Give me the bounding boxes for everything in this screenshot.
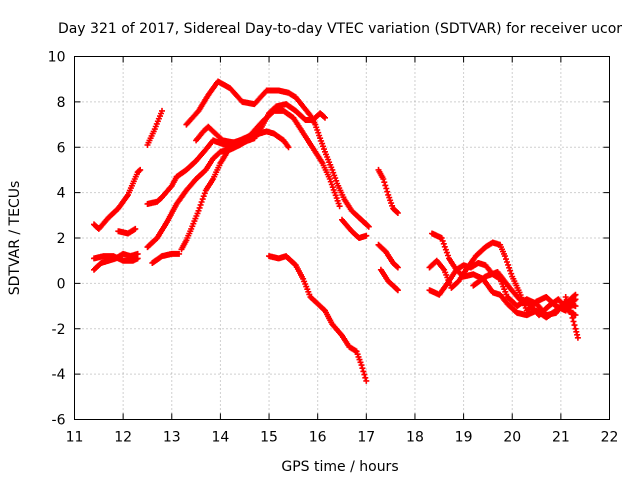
data-points — [91, 78, 581, 384]
series-track-4 — [91, 253, 141, 264]
series-track-21 — [562, 294, 581, 341]
point-markers — [91, 253, 141, 264]
series-track-20 — [470, 269, 579, 319]
x-tick-label: 12 — [114, 430, 132, 446]
point-markers — [115, 225, 139, 237]
point-markers — [375, 241, 401, 271]
x-tick-label: 19 — [455, 430, 473, 446]
point-markers — [193, 107, 343, 210]
y-axis-label: SDTVAR / TECUs — [7, 181, 23, 296]
point-markers — [91, 166, 144, 232]
point-markers — [178, 101, 328, 253]
series-track-11 — [193, 107, 343, 210]
x-tick-label: 11 — [66, 430, 84, 446]
plot-frame — [74, 56, 610, 420]
point-markers — [183, 78, 372, 230]
series-track-1 — [91, 166, 144, 232]
series-track-9 — [178, 101, 328, 253]
x-tick-label: 16 — [309, 430, 327, 446]
x-tick-label: 22 — [601, 430, 619, 446]
series-track-2 — [144, 107, 165, 148]
series-track-12 — [266, 253, 370, 384]
tick-labels: 11 12 13 14 15 16 17 18 19 20 21 22 -6 -4 -2 0 2 4 6 8 10 — [48, 50, 619, 446]
series-track-7 — [144, 137, 251, 251]
x-tick-label: 14 — [211, 430, 229, 446]
x-tick-label: 18 — [406, 430, 424, 446]
point-markers — [377, 266, 401, 294]
chart-title: Day 321 of 2017, Sidereal Day-to-day VTE… — [58, 21, 622, 37]
x-tick-label: 21 — [552, 430, 570, 446]
point-markers — [144, 107, 165, 148]
series-track-5 — [115, 225, 139, 237]
point-markers — [266, 253, 370, 384]
y-tick-label: 2 — [57, 231, 66, 247]
point-markers — [470, 269, 579, 319]
y-tick-label: 0 — [57, 276, 66, 292]
point-markers — [339, 216, 370, 241]
y-tick-label: 6 — [57, 140, 66, 156]
point-markers — [144, 137, 251, 251]
y-tick-label: -2 — [52, 322, 66, 338]
point-markers — [562, 294, 581, 341]
point-markers — [375, 166, 401, 216]
x-tick-label: 20 — [503, 430, 521, 446]
x-axis-label: GPS time / hours — [281, 459, 398, 475]
y-tick-label: 8 — [57, 95, 66, 111]
y-tick-label: -6 — [52, 413, 66, 429]
x-tick-label: 17 — [357, 430, 375, 446]
x-tick-label: 13 — [163, 430, 181, 446]
y-tick-label: -4 — [52, 367, 66, 383]
y-tick-label: 4 — [57, 186, 66, 202]
x-tick-label: 15 — [260, 430, 278, 446]
point-markers — [149, 250, 183, 266]
series-track-13 — [339, 216, 370, 241]
y-tick-label: 10 — [48, 50, 66, 66]
series-track-16 — [377, 266, 401, 294]
series-track-10 — [183, 78, 372, 230]
series-track-15 — [375, 241, 401, 271]
series-track-14 — [375, 166, 401, 216]
series-track-8 — [149, 250, 183, 266]
